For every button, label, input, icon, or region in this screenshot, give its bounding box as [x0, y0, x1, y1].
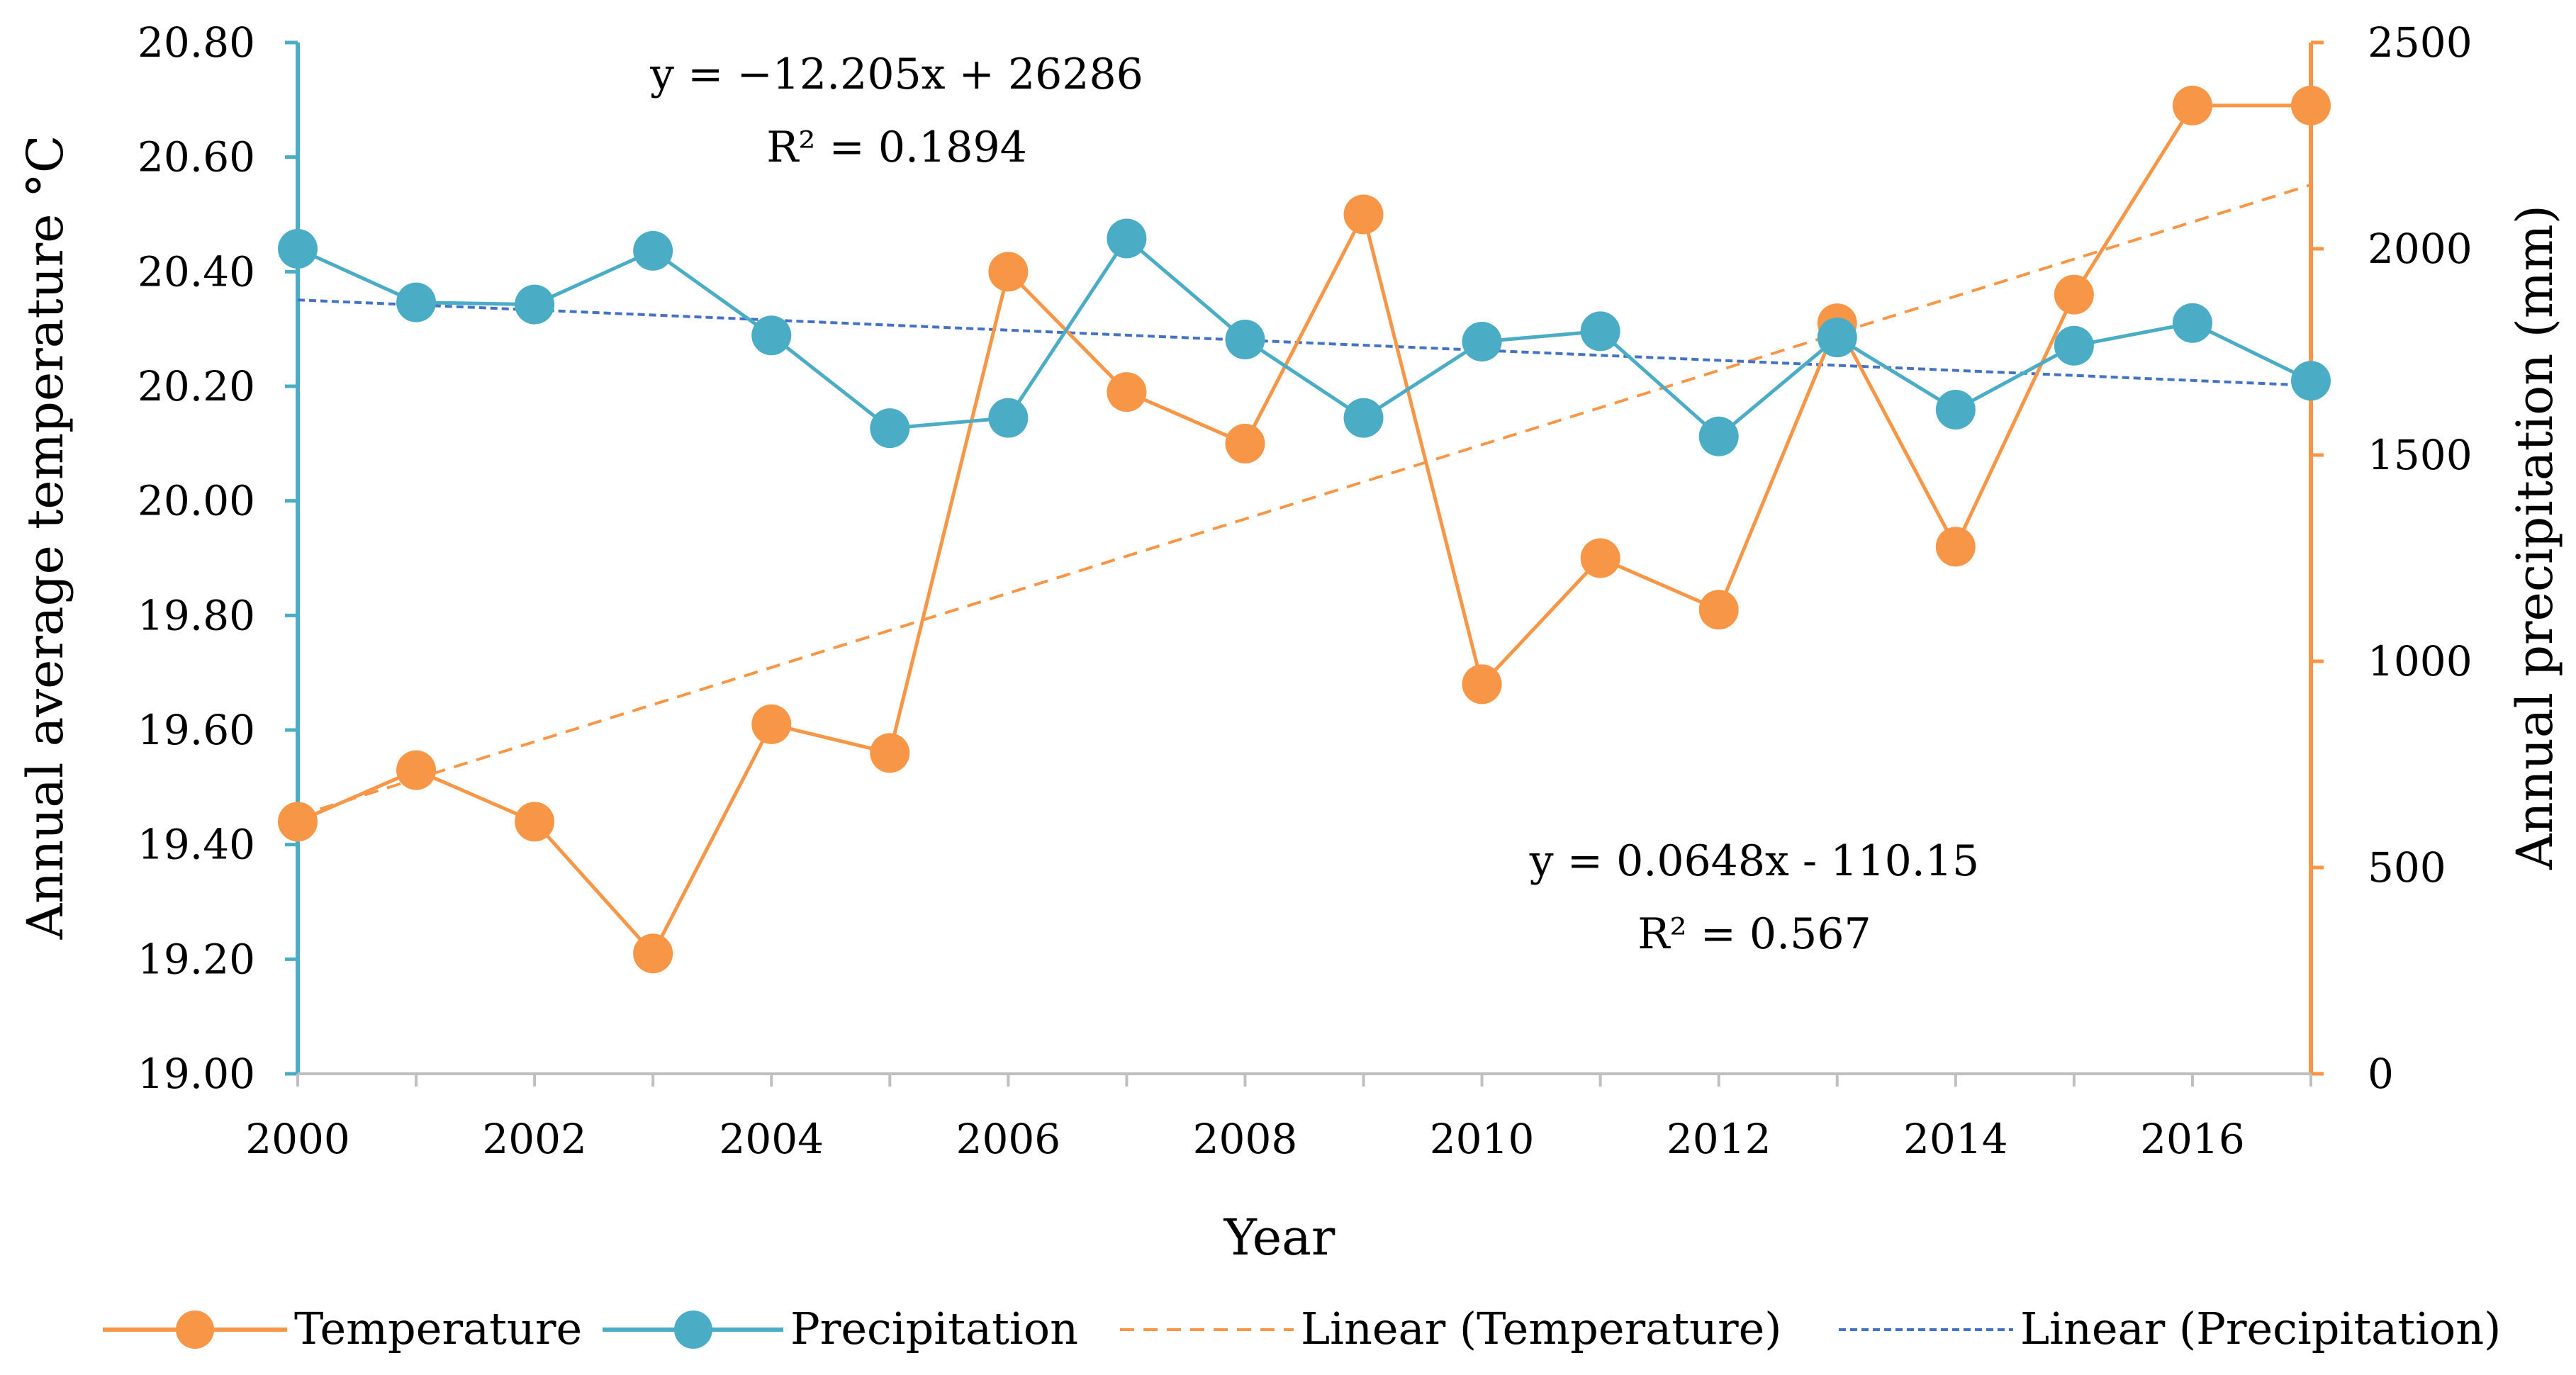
y-left-tick-label: 19.00 — [138, 1050, 255, 1098]
precipitation-point — [1580, 311, 1620, 352]
temperature-point — [2054, 274, 2094, 315]
precipitation-point — [1935, 389, 1976, 430]
trendlines-layer — [297, 183, 2312, 818]
temperature-point — [2172, 85, 2212, 125]
temperature-point — [1107, 372, 1147, 412]
temperature-point — [1935, 527, 1976, 567]
precipitation-point — [1462, 321, 1502, 361]
precipitation-point — [2054, 325, 2094, 366]
precipitation-point — [2172, 303, 2212, 343]
temperature-point — [870, 733, 910, 773]
series-layer — [278, 85, 2331, 974]
precipitation-point — [278, 229, 318, 269]
x-tick-label: 2016 — [2140, 1115, 2245, 1163]
precipitation-point — [1698, 416, 1739, 456]
x-tick-label: 2012 — [1667, 1115, 1771, 1163]
precipitation-trend-r2: R² = 0.1894 — [766, 123, 1027, 172]
temperature-point — [2291, 85, 2331, 125]
precipitation-point — [1107, 218, 1147, 259]
y-left-tick-label: 20.80 — [138, 18, 255, 67]
precipitation-trend-equation: y = −12.205x + 26286 — [649, 50, 1143, 99]
y-left-tick-label: 20.20 — [138, 362, 255, 410]
x-tick-label: 2014 — [1903, 1115, 2008, 1163]
y-left-axis-title: Annual average temperature °C — [16, 135, 74, 941]
precipitation-point — [2291, 361, 2331, 401]
y-right-tick-label: 2000 — [2368, 225, 2473, 273]
legend-temperature-label: Temperature — [294, 1303, 582, 1354]
temperature-point — [1343, 194, 1384, 235]
precipitation-point — [633, 230, 673, 271]
x-tick-label: 2010 — [1430, 1115, 1535, 1163]
x-tick-label: 2006 — [956, 1115, 1061, 1163]
temperature-point — [1462, 664, 1502, 705]
temperature-trend-equation: y = 0.0648x - 110.15 — [1529, 836, 1979, 886]
x-tick-label: 2008 — [1193, 1115, 1298, 1163]
y-left-tick-label: 20.40 — [138, 247, 255, 296]
legend-precipitation-label: Precipitation — [790, 1303, 1078, 1354]
y-left-tick-label: 19.20 — [138, 935, 255, 983]
temperature-point — [396, 750, 437, 790]
text-layer: Year Annual average temperature °C Annua… — [16, 50, 2564, 1267]
y-right-axis-title: Annual precipitation (mm) — [2506, 205, 2564, 870]
y-right-tick-label: 2500 — [2368, 18, 2473, 67]
y-right-tick-label: 1500 — [2368, 431, 2473, 479]
precipitation-point — [870, 408, 910, 449]
precipitation-point — [751, 315, 792, 356]
temperature-point — [1580, 538, 1620, 578]
precipitation-point — [1343, 398, 1384, 438]
temperature-point — [1698, 590, 1739, 630]
precipitation-point — [396, 282, 437, 322]
temperature-point — [515, 802, 555, 842]
x-axis-title: Year — [1223, 1208, 1335, 1267]
x-tick-label: 2004 — [719, 1115, 824, 1163]
y-left-tick-label: 20.60 — [138, 133, 255, 181]
y-left-tick-label: 19.80 — [138, 591, 255, 639]
temperature-line — [297, 103, 2311, 955]
legend: Temperature Precipitation Linear (Temper… — [103, 1303, 2501, 1354]
temperature_trend-line — [297, 183, 2312, 818]
temperature-point — [988, 252, 1029, 292]
y-right-tick-label: 0 — [2368, 1050, 2394, 1098]
y-right-tick-label: 500 — [2368, 843, 2446, 892]
legend-precipitation-marker — [674, 1311, 712, 1349]
y-right-tick-label: 1000 — [2368, 637, 2473, 685]
precipitation-line — [296, 236, 2312, 439]
temperature-point — [751, 704, 792, 744]
temperature-point — [633, 933, 673, 974]
legend-temperature-trend-label: Linear (Temperature) — [1301, 1303, 1782, 1354]
legend-precipitation-trend-label: Linear (Precipitation) — [2020, 1303, 2501, 1354]
precipitation-point — [515, 284, 555, 325]
legend-temperature-marker — [176, 1311, 214, 1349]
axes-layer: 19.00 19.20 19.40 19.60 19.80 20.00 20.20 20.40… — [138, 18, 2473, 1163]
y-left-tick-label: 19.40 — [138, 821, 255, 869]
x-tick-label: 2000 — [245, 1115, 350, 1163]
precipitation-point — [1817, 318, 1857, 358]
temperature-point — [1225, 423, 1265, 464]
precipitation-point — [1225, 320, 1265, 360]
precipitation-point — [988, 398, 1029, 438]
temperature-point — [278, 802, 318, 842]
precipitation_trend-line — [297, 298, 2312, 387]
y-left-tick-label: 19.60 — [138, 706, 255, 754]
temperature-trend-r2: R² = 0.567 — [1637, 909, 1871, 959]
y-left-tick-label: 20.00 — [138, 477, 255, 525]
x-tick-label: 2002 — [482, 1115, 587, 1163]
